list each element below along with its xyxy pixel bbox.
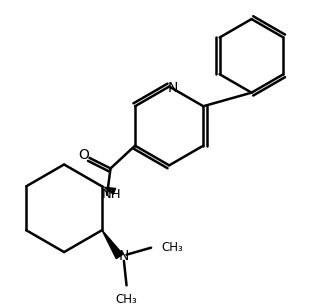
Text: CH₃: CH₃: [162, 241, 183, 254]
Text: N: N: [167, 81, 178, 95]
Text: O: O: [78, 148, 89, 162]
Text: CH₃: CH₃: [116, 293, 137, 306]
Text: N: N: [119, 249, 129, 263]
Polygon shape: [102, 230, 123, 259]
Text: NH: NH: [102, 188, 121, 201]
